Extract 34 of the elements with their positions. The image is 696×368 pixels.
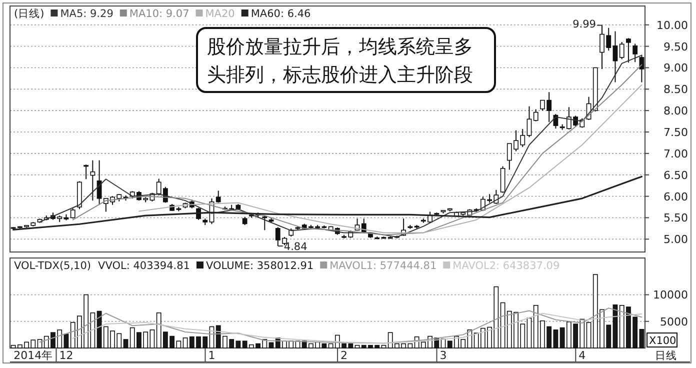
y-tick-label: 6.00	[664, 190, 688, 204]
x-tick-label: 2014年	[14, 349, 53, 362]
legend-label: MA10: 9.07	[129, 8, 190, 20]
text: X100	[649, 335, 676, 347]
x-tick-label: 12	[59, 349, 74, 362]
y-tick-label: 5000	[660, 315, 688, 328]
y-tick-label: 10.00	[656, 18, 688, 32]
legend-label: MAVOL1: 577444.81	[330, 260, 437, 272]
y-tick-label: 5.00	[664, 233, 688, 246]
legend-label: VOLUME: 358012.91	[206, 260, 314, 272]
y-tick-label: 7.00	[664, 147, 688, 160]
annotation: 4.84	[284, 241, 308, 253]
x-tick-label: 1	[208, 349, 216, 362]
y-tick-label: 6.50	[664, 168, 688, 182]
y-tick-label: 8.50	[664, 83, 688, 96]
legend-label: MA5: 9.29	[60, 8, 114, 20]
legend-label: MAVOL2: 643837.09	[452, 260, 560, 272]
legend-label: MA60: 6.46	[250, 8, 312, 20]
chart-title: (日线)	[14, 7, 44, 20]
x-tick-label: 2	[340, 349, 348, 362]
legend-label: MA20	[205, 8, 235, 20]
text: 日线	[655, 349, 677, 362]
y-tick-label: 5.50	[664, 212, 688, 225]
annotation: 9.99	[572, 18, 596, 30]
annotation: VOL-TDX(5,10)	[14, 260, 92, 272]
y-tick-label: 7.50	[664, 126, 688, 139]
y-tick-label: 8.00	[664, 104, 688, 118]
annotation: 股价放量拉升后，均线系统呈多头排列，标志股价进入主升阶段	[207, 36, 473, 86]
x-tick-label: 4	[578, 349, 586, 362]
y-tick-label: 9.50	[664, 40, 688, 54]
y-tick-label: 9.00	[664, 62, 688, 75]
x-tick-label: 3	[440, 349, 447, 362]
annotation: VVOL: 403394.81	[98, 260, 190, 272]
y-tick-label: 10000	[653, 288, 688, 302]
